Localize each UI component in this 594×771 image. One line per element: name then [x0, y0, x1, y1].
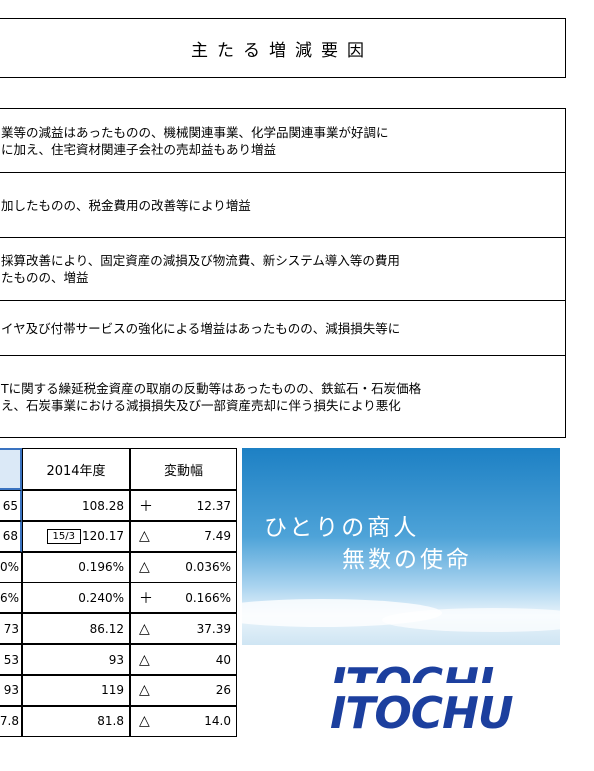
- banner: ひとりの商人 無数の使命: [242, 448, 560, 645]
- value-cell: 15/3 120.17: [22, 520, 130, 552]
- value-cell: 86.12: [22, 613, 130, 645]
- header-cell: [0, 448, 22, 490]
- reason-line: たものの、増益: [1, 270, 89, 285]
- change-cell: △ 26: [130, 674, 237, 706]
- header-cell: 2014年度: [22, 448, 130, 490]
- reason-row: Tに関する繰延税金資産の取崩の反動等はあったものの、鉄鉱石・石炭価格 え、石炭事業…: [0, 356, 565, 437]
- change: 7.49: [204, 529, 231, 544]
- value: 86.12: [89, 621, 124, 636]
- value: 119: [101, 683, 124, 698]
- sign: △: [139, 651, 150, 668]
- change: 37.39: [196, 621, 231, 636]
- reason-row: イヤ及び付帯サービスの強化による増益はあったものの、減損損失等に: [0, 301, 565, 356]
- change-cell: △ 14.0: [130, 705, 237, 737]
- reason-line: え、石炭事業における減損損失及び一部資産売却に伴う損失により悪化: [1, 397, 401, 413]
- value-cell: 108.28: [22, 490, 130, 521]
- left-cell: 68: [0, 520, 22, 552]
- reason-line: イヤ及び付帯サービスの強化による増益はあったものの、減損損失等に: [1, 320, 401, 336]
- sign: ＋: [139, 498, 153, 515]
- left-cell: 65: [0, 490, 22, 521]
- left-cell: 6%: [0, 582, 22, 614]
- reason-line: 加したものの、税金費用の改善等により増益: [1, 197, 251, 213]
- sign: △: [139, 620, 150, 637]
- banner-line: 無数の使命: [342, 547, 472, 573]
- reason-line: 業等の減益はあったものの、機械関連事業、化学品関連事業が好調に: [1, 124, 389, 140]
- left-cell: 0%: [0, 551, 22, 583]
- left-cell: 93: [0, 674, 22, 706]
- section-title: 主たる増減要因: [0, 18, 566, 78]
- value-cell: 81.8: [22, 705, 130, 737]
- change: 26: [215, 683, 231, 698]
- banner-line: ひとりの商人: [264, 515, 420, 541]
- value: 120.17: [82, 529, 124, 544]
- change: 40: [215, 652, 231, 667]
- change-cell: ＋ 0.166%: [130, 582, 237, 614]
- value: 93: [108, 652, 124, 667]
- value: 108.28: [82, 498, 124, 513]
- header-cell: 変動幅: [130, 448, 237, 490]
- sign: △: [139, 559, 150, 576]
- value-cell: 93: [22, 644, 130, 675]
- change-cell: △ 0.036%: [130, 551, 237, 583]
- reason-line: Tに関する繰延税金資産の取崩の反動等はあったものの、鉄鉱石・石炭価格: [1, 380, 422, 396]
- sign: △: [139, 682, 150, 699]
- change-cell: △ 40: [130, 644, 237, 675]
- value: 81.8: [97, 714, 124, 729]
- logo-text: ITOCHU: [330, 688, 514, 739]
- change: 14.0: [204, 714, 231, 729]
- change: 0.166%: [185, 590, 231, 605]
- logo-text: ITOCHU: [330, 663, 500, 683]
- change: 12.37: [196, 498, 231, 513]
- value-cell: 0.196%: [22, 551, 130, 583]
- change-cell: △ 7.49: [130, 520, 237, 552]
- value-cell: 0.240%: [22, 582, 130, 614]
- reason-line: 採算改善により、固定資産の減損及び物流費、新システム導入等の費用: [1, 253, 400, 268]
- reason-row: 業等の減益はあったものの、機械関連事業、化学品関連事業が好調に に加え、住宅資材関…: [0, 109, 565, 173]
- date-note: 15/3: [46, 528, 81, 544]
- sign: ＋: [139, 590, 153, 607]
- left-cell: 73: [0, 613, 22, 645]
- change-cell: ＋ 12.37: [130, 490, 237, 521]
- change: 0.036%: [185, 560, 231, 575]
- value: 0.240%: [78, 590, 124, 605]
- clouds: [242, 599, 560, 632]
- reasons-box: 業等の減益はあったものの、機械関連事業、化学品関連事業が好調に に加え、住宅資材関…: [0, 108, 566, 438]
- value: 0.196%: [78, 560, 124, 575]
- change-cell: △ 37.39: [130, 613, 237, 645]
- reason-line: に加え、住宅資材関連子会社の売却益もあり増益: [1, 141, 277, 157]
- value-cell: 119: [22, 674, 130, 706]
- sign: △: [139, 528, 150, 545]
- left-cell: 7.8: [0, 705, 22, 737]
- left-cell: 53: [0, 644, 22, 675]
- sign: △: [139, 713, 150, 730]
- reason-row: 採算改善により、固定資産の減損及び物流費、新システム導入等の費用 たものの、増益: [0, 238, 565, 301]
- logo-top: ITOCHU: [330, 663, 500, 683]
- reason-row: 加したものの、税金費用の改善等により増益: [0, 173, 565, 238]
